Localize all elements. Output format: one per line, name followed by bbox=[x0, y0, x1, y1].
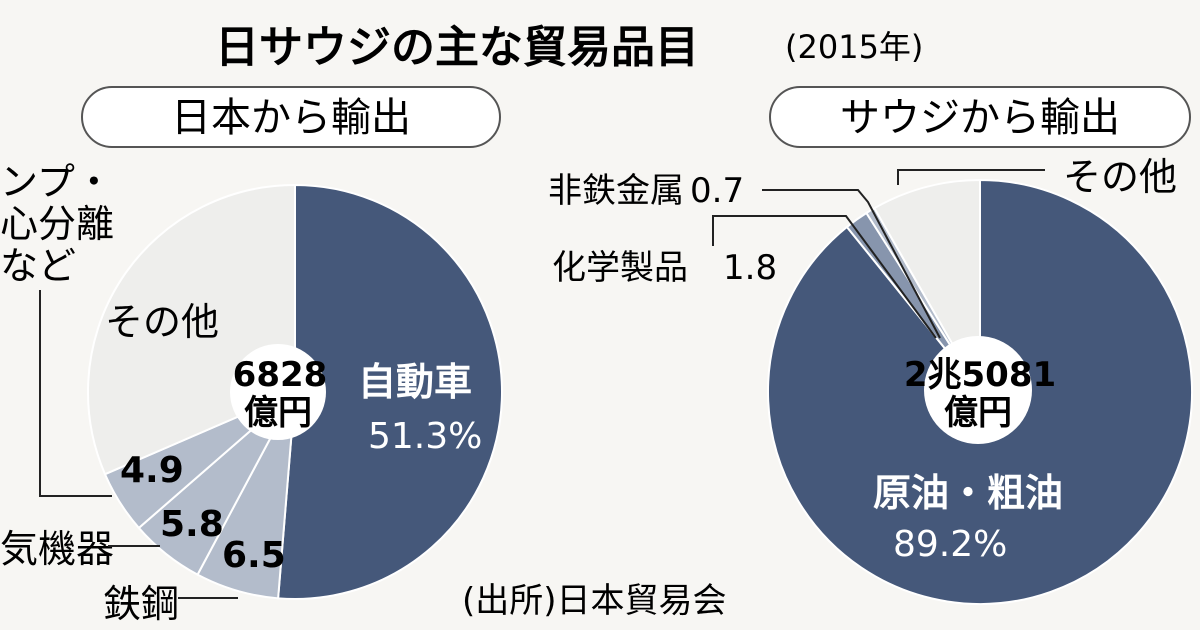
right-pie-slice-3 bbox=[873, 178, 981, 396]
left-total-value: 6828 bbox=[233, 355, 328, 395]
chart-year: (2015年) bbox=[785, 28, 923, 66]
right-total-unit: 億円 bbox=[944, 393, 1012, 433]
leader-chem bbox=[712, 215, 937, 339]
left-total-unit: 億円 bbox=[244, 393, 312, 433]
left-car-value: 51.3% bbox=[368, 416, 482, 457]
left-steel-value: 6.5 bbox=[222, 535, 286, 576]
right-total-value: 2兆5081 bbox=[904, 355, 1056, 395]
right-panel-pill bbox=[769, 86, 1191, 148]
right-nonferrous-label: 非鉄金属 bbox=[548, 171, 684, 211]
left-panel-label: 日本から輸出 bbox=[171, 95, 411, 141]
right-other-label: その他 bbox=[1063, 155, 1177, 199]
left-other-label: その他 bbox=[105, 300, 219, 344]
left-elec-value: 5.8 bbox=[160, 504, 224, 545]
left-elec-label: 気機器 bbox=[0, 527, 114, 571]
right-crude-label: 原油・粗油 bbox=[873, 471, 1063, 515]
leader-pump bbox=[39, 290, 112, 497]
right-nonferrous-value: 0.7 bbox=[690, 171, 744, 211]
source-note: (出所)日本貿易会 bbox=[462, 581, 727, 621]
left-panel-pill bbox=[81, 86, 501, 148]
left-pump-label: ンプ・ 心分離 など bbox=[0, 160, 126, 288]
right-chem-label: 化学製品 bbox=[552, 248, 688, 288]
right-center-circle bbox=[924, 336, 1032, 444]
left-pump-value: 4.9 bbox=[120, 450, 184, 491]
leader-right-other bbox=[897, 169, 1045, 185]
left-car-label: 自動車 bbox=[358, 360, 472, 404]
right-chem-value: 1.8 bbox=[723, 248, 777, 288]
left-pie-slice-0 bbox=[277, 183, 503, 600]
left-center-circle bbox=[230, 344, 326, 440]
leader-nonferrous bbox=[762, 189, 941, 339]
chart-title: 日サウジの主な貿易品目 bbox=[215, 22, 699, 73]
left-steel-label: 鉄鋼 bbox=[103, 582, 179, 626]
right-crude-value: 89.2% bbox=[893, 524, 1007, 565]
right-panel-label: サウジから輸出 bbox=[840, 95, 1120, 141]
